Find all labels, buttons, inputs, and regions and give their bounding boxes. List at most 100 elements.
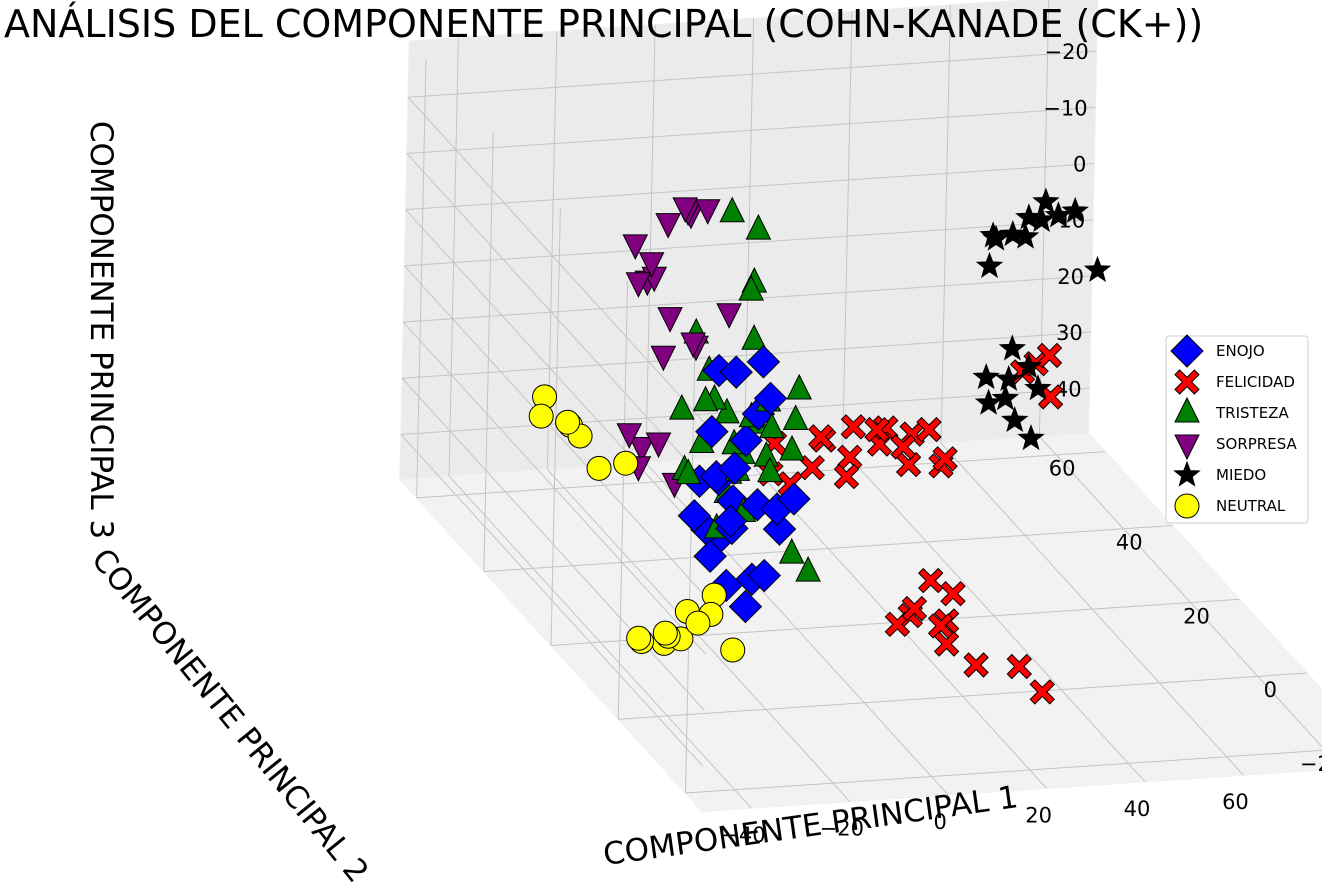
legend-label-neutral: NEUTRAL [1216,497,1286,515]
point-enojo [729,423,763,458]
point-miedo [1083,255,1112,282]
z-grid-line [402,321,706,655]
z-grid-line [407,50,1097,98]
point-felicidad [890,434,916,460]
point-felicidad [927,613,954,639]
legend-marker-felicidad [1174,369,1200,395]
point-felicidad [916,416,942,443]
point-felicidad [837,444,863,471]
point-felicidad [895,451,922,478]
point-miedo [999,219,1027,247]
x-tick-label: −20 [820,817,864,841]
floor-pane [398,432,1322,813]
point-sorpresa [672,197,699,223]
point-felicidad [840,414,867,440]
point-felicidad [1037,384,1064,410]
point-enojo [753,381,788,416]
point-felicidad [799,454,826,481]
z-tick-label: −10 [1043,96,1087,120]
z-grid-line [401,331,1091,379]
chart-title: ANÁLISIS DEL COMPONENTE PRINCIPAL (COHN-… [4,2,1203,46]
point-miedo [995,364,1023,391]
point-tristeza [719,196,746,223]
z-grid-line [405,162,1095,211]
point-miedo [1061,196,1089,223]
point-miedo [1015,203,1043,230]
point-felicidad [933,631,960,657]
x-grid-line [940,4,951,444]
y-grid-line [483,133,494,572]
point-tristeza [714,397,740,424]
point-enojo [677,499,712,533]
y-grid-line [550,207,561,646]
y-grid-line [684,354,696,794]
x-tick-label: 80 [1320,784,1322,808]
z-grid-line [401,377,705,711]
y-tick-label: −20 [1300,752,1322,776]
point-felicidad [1029,679,1056,705]
x-grid-line [645,24,656,463]
point-tristeza [795,555,821,582]
z-grid-line [404,219,1094,267]
point-tristeza [669,394,695,420]
point-felicidad [917,567,944,594]
legend-marker-enojo [1170,334,1204,368]
x-grid-line [842,11,853,450]
y-tick-label: 60 [1049,457,1076,481]
point-felicidad [833,463,860,490]
point-sorpresa [638,252,665,278]
y-grid-line [483,524,1173,573]
y-grid-line [416,59,427,498]
point-felicidad [932,446,958,472]
legend-marker-sorpresa [1174,434,1200,461]
point-felicidad [1006,653,1033,680]
z-tick-label: 0 [1073,152,1086,176]
point-sorpresa [616,423,643,449]
z-grid-line [404,265,708,599]
point-felicidad [884,611,911,638]
legend-marker-tristeza [1174,396,1200,423]
legend-box [1165,335,1309,524]
y-tick-label: 40 [1116,530,1143,554]
y-tick-label: 20 [1183,604,1210,628]
point-miedo [1032,187,1060,214]
legend-label-felicidad: FELICIDAD [1216,373,1295,391]
z-tick-label: 20 [1057,265,1084,289]
point-tristeza [741,324,767,350]
point-neutral [586,455,612,481]
point-enojo [695,414,729,449]
legend-label-sorpresa: SORPRESA [1216,435,1297,453]
point-tristeza [738,275,765,301]
point-tristeza [786,373,813,400]
z-tick-label: 30 [1056,321,1083,345]
z-grid-line [406,106,1096,154]
y-grid-line [618,672,1308,720]
point-felicidad [940,580,966,607]
point-felicidad [808,424,834,450]
z-grid-line [407,96,711,430]
point-felicidad [901,595,928,622]
point-felicidad [963,652,989,678]
legend-label-tristeza: TRISTEZA [1215,404,1289,422]
point-neutral [685,610,711,636]
point-sorpresa [680,332,706,359]
point-miedo [972,362,1000,390]
point-tristeza [759,412,785,439]
z-grid-line [400,434,704,767]
point-felicidad [864,416,890,443]
point-neutral [528,403,554,429]
x-tick-label: 20 [1025,803,1052,827]
y-grid-line [685,749,1322,794]
point-sorpresa [694,199,721,225]
point-neutral [555,409,581,435]
point-tristeza [778,538,805,564]
point-sorpresa [716,303,742,329]
point-miedo [1017,423,1045,451]
point-neutral [626,625,652,651]
z-axis-label: COMPONENTE PRINCIPAL 3 [83,121,119,539]
point-sorpresa [645,432,672,459]
point-neutral [652,620,678,646]
point-enojo [747,558,781,593]
point-sorpresa [622,234,649,260]
x-tick-label: 0 [934,810,947,834]
